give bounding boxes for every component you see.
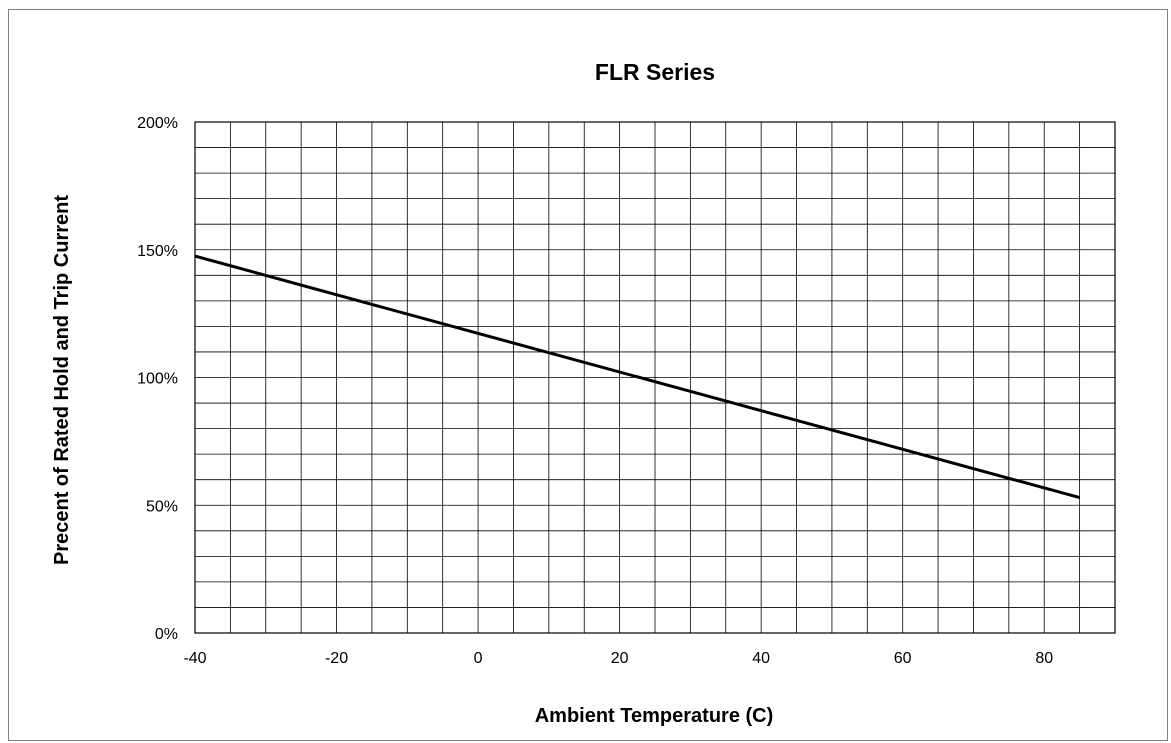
y-tick-label: 200% (137, 115, 178, 132)
y-tick-label: 0% (155, 626, 178, 643)
x-tick-label: 80 (1035, 650, 1053, 667)
y-tick-label: 50% (146, 498, 178, 515)
x-tick-label: 60 (894, 650, 912, 667)
x-tick-label: 20 (611, 650, 629, 667)
x-tick-label: 40 (752, 650, 770, 667)
chart-frame (8, 9, 1168, 741)
chart-title: FLR Series (595, 59, 715, 85)
x-tick-label: -40 (183, 650, 206, 667)
y-tick-label: 100% (137, 371, 178, 388)
y-axis-label: Precent of Rated Hold and Trip Current (51, 195, 73, 565)
plot-area-border (194, 121, 1116, 634)
x-tick-label: 0 (474, 650, 483, 667)
x-axis-label: Ambient Temperature (C) (535, 705, 774, 727)
series-line-0 (194, 254, 1080, 500)
series-group (194, 254, 1080, 500)
x-tick-label: -20 (325, 650, 348, 667)
grid (194, 121, 1116, 634)
y-axis-tick-labels: 0% 50% 100% 150% 200% (137, 115, 178, 643)
y-tick-label: 150% (137, 243, 178, 260)
x-axis-tick-labels: -40 -20 0 20 40 60 80 (183, 650, 1053, 667)
